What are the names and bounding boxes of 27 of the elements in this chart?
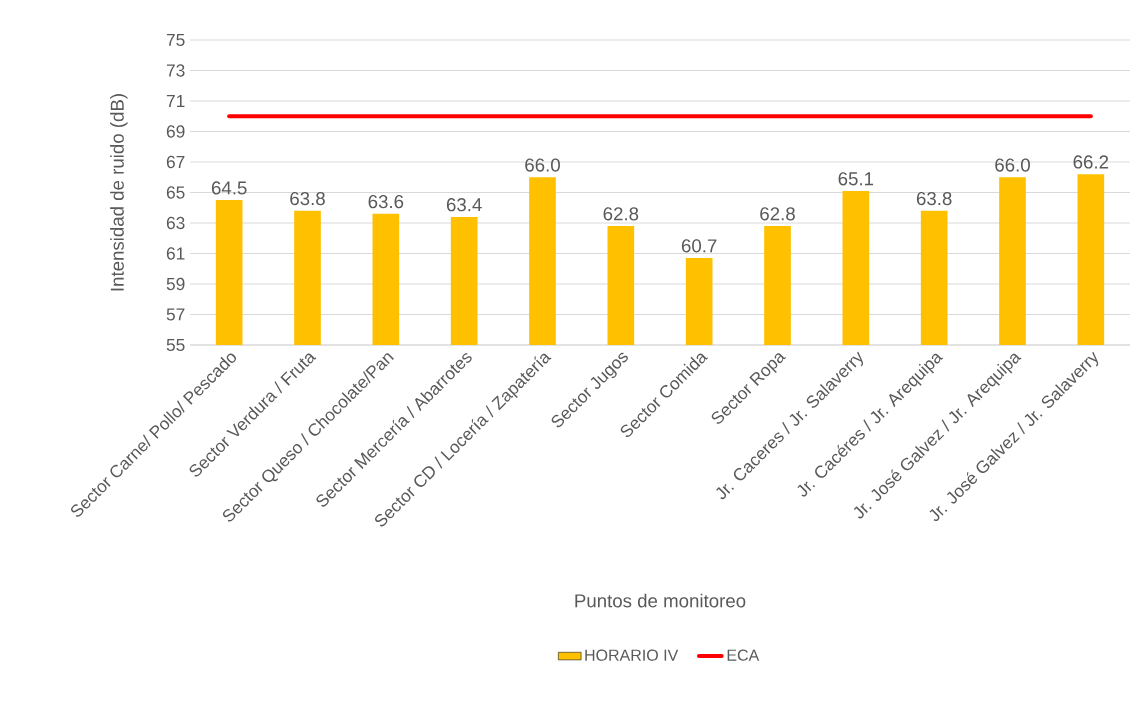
data-label: 66.0 — [995, 158, 1030, 172]
x-axis-title: Puntos de monitoreo — [575, 593, 746, 608]
data-label: 60.7 — [681, 239, 717, 253]
data-label: 64.5 — [211, 181, 247, 195]
y-tick-label: 69 — [166, 125, 185, 138]
y-tick-label: 75 — [166, 33, 185, 47]
y-tick-label: 61 — [166, 247, 185, 260]
y-tick-label: 63 — [166, 216, 185, 230]
data-label: 63.4 — [446, 198, 482, 212]
legend-label: ECA — [727, 649, 760, 661]
y-axis-title: Intensidad de ruido (dB) — [110, 94, 128, 291]
y-tick-label: 57 — [166, 308, 185, 321]
data-label: 66.2 — [1073, 155, 1109, 169]
y-tick-label: 73 — [166, 64, 185, 77]
y-tick-label: 67 — [166, 155, 185, 169]
y-tick-label: 55 — [166, 338, 185, 352]
data-label: 66.0 — [525, 158, 560, 172]
data-label: 62.8 — [603, 207, 639, 221]
data-label: 63.8 — [916, 191, 952, 206]
y-tick-label: 65 — [166, 186, 185, 199]
data-label: 63.6 — [368, 195, 404, 209]
data-label: 62.8 — [760, 207, 795, 221]
data-label: 65.1 — [838, 172, 874, 186]
y-tick-label: 59 — [166, 277, 185, 291]
legend-label: HORARIO IV — [585, 649, 679, 661]
data-label: 63.8 — [290, 191, 325, 206]
y-tick-label: 71 — [166, 95, 185, 107]
